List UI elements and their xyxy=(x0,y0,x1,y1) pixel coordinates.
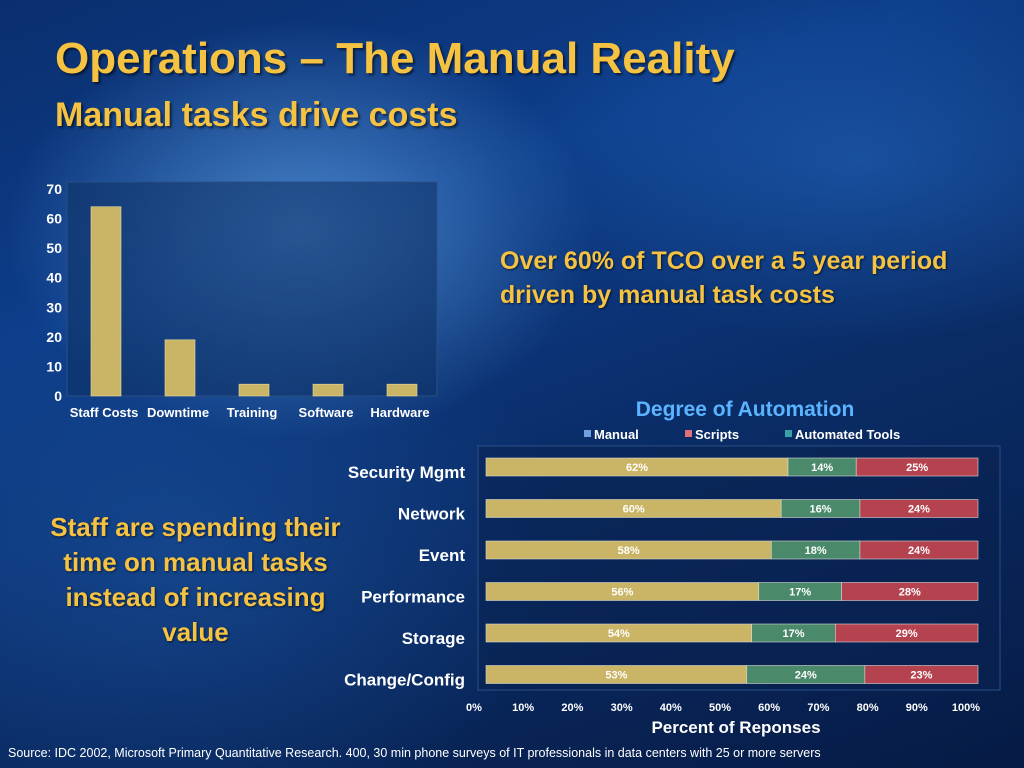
manual-label: 60% xyxy=(623,504,645,516)
automated-label: 29% xyxy=(896,628,918,640)
automated-segment xyxy=(859,499,979,518)
automation-category-label: Network xyxy=(398,505,466,524)
automation-chart-plot-area xyxy=(477,445,1001,691)
legend-manual-label: Manual xyxy=(594,427,639,442)
tco-callout: Over 60% of TCO over a 5 year period dri… xyxy=(500,247,948,309)
cost-x-tick: Hardware xyxy=(370,405,429,420)
legend-scripts-swatch xyxy=(685,430,692,437)
manual-label: 54% xyxy=(608,628,630,640)
cost-y-tick: 50 xyxy=(46,240,62,256)
cost-y-tick: 70 xyxy=(46,181,62,197)
cost-x-tick: Downtime xyxy=(147,405,209,420)
automation-x-tick: 60% xyxy=(758,702,780,714)
manual-label: 53% xyxy=(605,670,627,682)
automated-label: 28% xyxy=(899,587,921,599)
automation-x-tick: 10% xyxy=(512,702,534,714)
manual-label: 56% xyxy=(611,587,633,599)
cost-bar xyxy=(312,383,344,397)
automation-x-tick: 0% xyxy=(466,702,482,714)
scripts-label: 18% xyxy=(805,545,827,557)
automation-x-tick: 20% xyxy=(561,702,583,714)
automation-x-tick: 70% xyxy=(807,702,829,714)
cost-chart: 0 10 20 30 40 50 60 70 Staff Costs Downtime Traini… xyxy=(46,181,429,420)
slide-title: Operations – The Manual Reality xyxy=(55,34,735,83)
scripts-label: 24% xyxy=(795,670,817,682)
automated-label: 24% xyxy=(908,504,930,516)
automated-label: 25% xyxy=(906,462,928,474)
legend-automated-label: Automated Tools xyxy=(795,427,900,442)
legend-automated-swatch xyxy=(785,430,792,437)
cost-bar xyxy=(90,206,122,397)
automation-x-tick: 80% xyxy=(857,702,879,714)
scripts-label: 17% xyxy=(789,587,811,599)
automation-category-label: Performance xyxy=(361,588,465,607)
cost-y-tick: 10 xyxy=(46,358,62,374)
automation-x-tick: 50% xyxy=(709,702,731,714)
automation-chart-title: Degree of Automation xyxy=(636,398,855,421)
cost-y-tick: 40 xyxy=(46,270,62,286)
scripts-label: 16% xyxy=(810,504,832,516)
cost-y-tick: 30 xyxy=(46,299,62,315)
automated-label: 23% xyxy=(910,670,932,682)
cost-y-tick: 60 xyxy=(46,211,62,227)
cost-bar xyxy=(386,383,418,397)
automated-label: 24% xyxy=(908,545,930,557)
automated-segment xyxy=(835,623,979,643)
legend-manual-swatch xyxy=(584,430,591,437)
automated-segment xyxy=(855,457,979,477)
staff-callout: Staff are spending their time on manual … xyxy=(50,512,341,647)
cost-y-tick: 0 xyxy=(54,388,62,404)
automated-segment xyxy=(841,582,979,601)
manual-label: 58% xyxy=(618,545,640,557)
cost-x-tick: Staff Costs xyxy=(70,405,139,420)
cost-x-tick: Training xyxy=(227,405,278,420)
automated-segment xyxy=(859,540,979,560)
automated-segment xyxy=(864,665,979,684)
automation-category-label: Event xyxy=(419,546,466,565)
automation-x-tick: 30% xyxy=(611,702,633,714)
manual-label: 62% xyxy=(626,462,648,474)
automation-legend: Manual Scripts Automated Tools xyxy=(584,427,900,442)
cost-x-tick: Software xyxy=(299,405,354,420)
automation-x-tick: 90% xyxy=(906,702,928,714)
source-note: Source: IDC 2002, Microsoft Primary Quan… xyxy=(8,746,821,760)
automation-x-tick: 100% xyxy=(952,702,980,714)
automation-category-label: Change/Config xyxy=(344,671,465,690)
automation-category-label: Security Mgmt xyxy=(348,463,465,482)
scripts-label: 14% xyxy=(811,462,833,474)
automation-chart: Security Mgmt 62% 14% 25% Network 60% 16% 24% Ev… xyxy=(344,457,980,714)
legend-scripts-label: Scripts xyxy=(695,427,739,442)
scripts-label: 17% xyxy=(782,628,804,640)
cost-bar xyxy=(164,339,196,397)
slide-subtitle: Manual tasks drive costs xyxy=(55,96,458,134)
automation-x-tick: 40% xyxy=(660,702,682,714)
cost-bar xyxy=(238,383,270,397)
cost-chart-plot-area xyxy=(66,181,438,397)
automation-category-label: Storage xyxy=(402,629,465,648)
cost-y-tick: 20 xyxy=(46,329,62,345)
automation-x-axis-title: Percent of Reponses xyxy=(651,718,820,737)
